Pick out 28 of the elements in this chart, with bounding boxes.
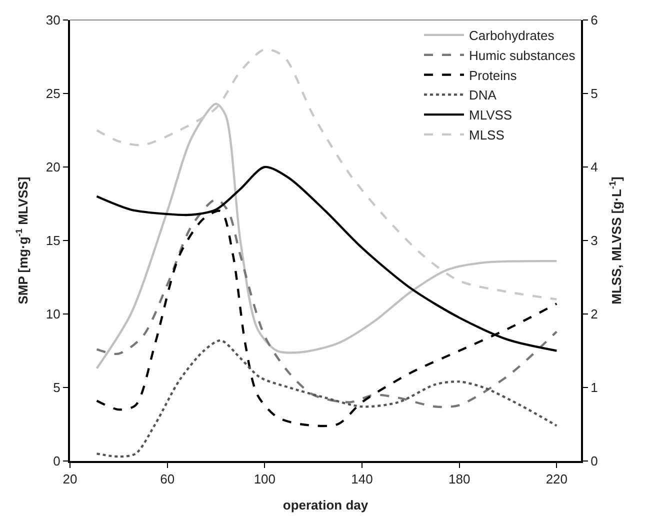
legend-label: Carbohydrates — [469, 28, 555, 44]
legend-label: DNA — [469, 88, 497, 103]
y2-tick-label: 0 — [590, 454, 598, 469]
x-tick-label: 220 — [546, 472, 568, 487]
legend-label: MLVSS — [469, 108, 512, 123]
y2-tick-label: 4 — [590, 160, 598, 175]
y-tick-label: 30 — [46, 12, 60, 28]
y-tick-label: 5 — [53, 380, 60, 396]
x-tick-label: 100 — [254, 472, 276, 487]
line-series — [96, 339, 558, 458]
y2-tick-label: 5 — [590, 86, 598, 102]
x-tick-label: 140 — [351, 472, 373, 487]
x-tick-label: 60 — [160, 472, 175, 487]
legend-label: MLSS — [469, 128, 505, 143]
legend-label: Humic substances — [469, 48, 576, 63]
y-tick-label: 25 — [46, 86, 60, 102]
y-tick-label: 15 — [46, 233, 60, 248]
y2-tick-label: 2 — [590, 306, 598, 322]
y-tick-label: 0 — [53, 454, 60, 469]
legend-label: Proteins — [469, 68, 518, 83]
y2-tick-label: 3 — [590, 233, 598, 248]
x-tick-label: 20 — [62, 472, 78, 487]
y-tick-label: 10 — [46, 306, 60, 322]
y2-tick-label: 1 — [590, 380, 598, 396]
x-axis-title: operation day — [282, 498, 369, 513]
x-tick-label: 180 — [448, 472, 470, 487]
y-tick-label: 20 — [46, 160, 60, 175]
y2-tick-label: 6 — [590, 12, 598, 28]
